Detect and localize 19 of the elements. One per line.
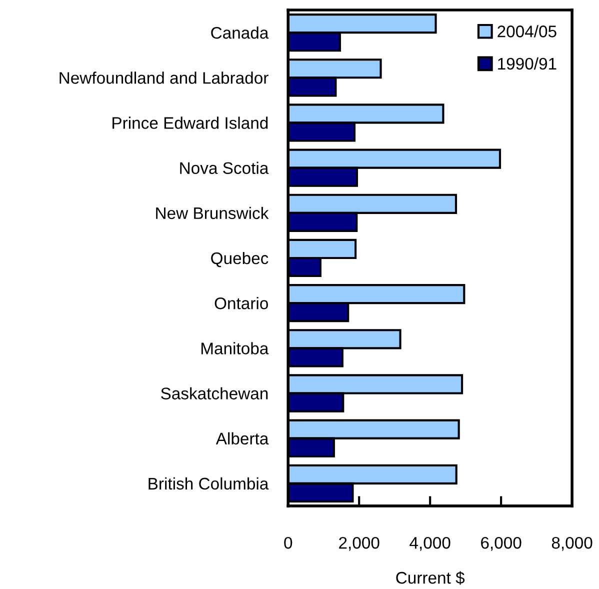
x-tick-label: 0 <box>284 536 292 549</box>
x-tick-label: 8,000 <box>552 536 592 551</box>
y-tick-label: Newfoundland and Labrador <box>60 72 268 84</box>
y-tick-label: Nova Scotia <box>180 162 269 174</box>
y-tick-label: Manitoba <box>201 342 269 354</box>
x-tick-label: 4,000 <box>410 536 450 551</box>
x-tick-label: 6,000 <box>481 536 522 551</box>
y-tick-label: Ontario <box>214 297 268 310</box>
y-tick-label: Canada <box>211 26 269 39</box>
y-tick-label: New Brunswick <box>156 206 269 220</box>
legend-label: 1990/91 <box>498 57 556 70</box>
y-tick-label: Prince Edward Island <box>112 116 268 129</box>
y-tick-label: British Columbia <box>148 477 269 490</box>
y-tick-label: Quebec <box>211 252 268 268</box>
x-tick-label: 2,000 <box>339 536 380 551</box>
x-axis-title: Current $ <box>396 571 465 585</box>
y-tick-label: Alberta <box>216 432 269 445</box>
y-tick-label: Saskatchewan <box>161 387 268 400</box>
legend-label: 2004/05 <box>498 25 556 38</box>
